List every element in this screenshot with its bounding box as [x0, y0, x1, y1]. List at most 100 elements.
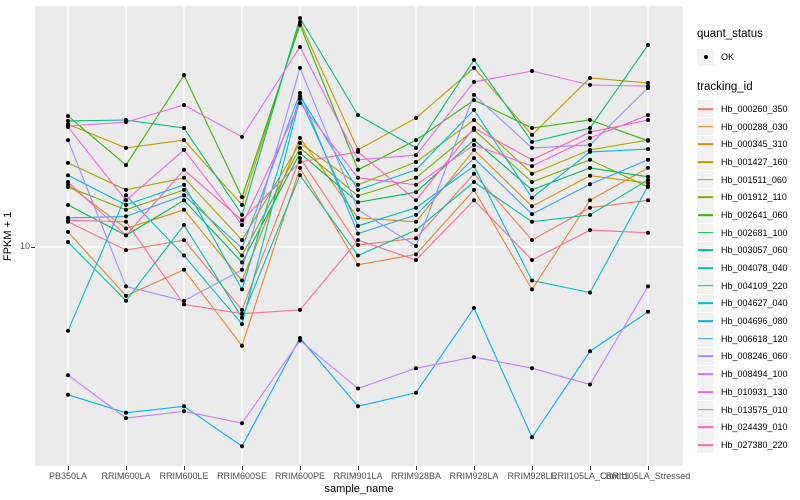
legend-key-swatch: [697, 418, 714, 436]
data-point: [240, 212, 244, 217]
legend-item-Hb_024439_010: Hb_024439_010: [697, 418, 788, 436]
data-point: [66, 138, 70, 143]
x-tick-mark: [184, 466, 185, 470]
data-point: [414, 198, 418, 203]
legend-item-Hb_004109_220: Hb_004109_220: [697, 277, 788, 295]
data-point: [588, 290, 592, 295]
legend-key-line-icon: [698, 161, 713, 163]
legend-item-Hb_001511_060: Hb_001511_060: [697, 171, 788, 189]
data-point: [356, 231, 360, 236]
data-point: [414, 390, 418, 395]
legend-group-quant-status: quant_status OK: [697, 28, 788, 67]
legend-item-label: Hb_013575_010: [721, 404, 788, 415]
data-point: [530, 238, 534, 243]
data-point: [646, 43, 650, 47]
data-point: [530, 187, 534, 192]
legend-item-Hb_001427_160: Hb_001427_160: [697, 153, 788, 171]
data-point: [182, 298, 186, 303]
data-point: [530, 278, 534, 283]
data-point: [240, 287, 244, 292]
data-point: [530, 69, 534, 73]
data-point: [588, 130, 592, 135]
data-point: [298, 91, 302, 95]
data-point: [646, 113, 650, 118]
data-point: [414, 258, 418, 262]
data-point: [298, 173, 302, 178]
legend-item-Hb_004696_080: Hb_004696_080: [697, 312, 788, 330]
data-point: [588, 198, 592, 203]
y-tick-mark: [31, 247, 35, 248]
legend-key-swatch: [697, 224, 714, 242]
legend-key-swatch: [697, 436, 714, 454]
data-point: [124, 187, 128, 192]
legend-key-swatch: [697, 401, 714, 419]
data-point: [66, 218, 70, 223]
data-point: [646, 138, 650, 143]
data-point: [414, 228, 418, 233]
data-point: [124, 198, 128, 203]
data-point: [124, 293, 128, 298]
data-point: [124, 120, 128, 125]
data-point: [646, 174, 650, 179]
data-point: [66, 114, 70, 118]
data-point: [298, 94, 302, 98]
legend-item-Hb_008246_060: Hb_008246_060: [697, 347, 788, 366]
data-point: [240, 307, 244, 312]
data-point: [646, 157, 650, 162]
data-point: [66, 373, 70, 378]
legend-key-swatch: [697, 277, 714, 295]
data-point: [414, 219, 418, 224]
data-point: [356, 386, 360, 391]
legend-item-Hb_001912_110: Hb_001912_110: [697, 188, 788, 206]
data-point: [182, 253, 186, 258]
data-point: [356, 262, 360, 267]
legend-key-swatch: [697, 241, 714, 259]
data-point: [298, 45, 302, 49]
data-point: [124, 202, 128, 207]
legend-key-line-icon: [698, 143, 713, 146]
data-point: [646, 147, 650, 152]
legend-item-label: Hb_002681_100: [721, 227, 788, 238]
x-tick-mark: [300, 466, 301, 470]
data-point: [240, 134, 244, 139]
legend-item-Hb_006618_120: Hb_006618_120: [697, 330, 788, 348]
data-point: [588, 76, 592, 80]
data-point: [414, 153, 418, 158]
legend-item-Hb_002641_060: Hb_002641_060: [697, 206, 788, 224]
data-point: [472, 187, 476, 192]
legend-key-line-icon: [698, 302, 713, 305]
legend-item-label: Hb_004627_040: [721, 298, 788, 309]
legend-key-line-icon: [698, 249, 713, 252]
data-point: [414, 190, 418, 195]
data-point: [298, 20, 302, 25]
data-point: [530, 195, 534, 200]
data-point: [588, 228, 592, 233]
data-point: [472, 98, 476, 103]
data-point: [588, 157, 592, 162]
data-point: [66, 202, 70, 207]
legend-item-label: Hb_000288_030: [721, 121, 788, 132]
data-point: [472, 118, 476, 122]
x-tick-mark: [242, 466, 243, 470]
data-point: [182, 223, 186, 227]
data-point: [588, 83, 592, 87]
legend-item-Hb_000260_350: Hb_000260_350: [697, 100, 788, 118]
data-point: [472, 156, 476, 161]
x-tick-label: RRII105LA_Stressed: [605, 471, 691, 481]
legend-key-swatch: [697, 48, 714, 66]
legend-item-label: Hb_006618_120: [721, 333, 788, 344]
legend-key-line-icon: [698, 444, 713, 446]
data-point: [124, 219, 128, 224]
data-point: [240, 444, 244, 449]
data-point: [356, 404, 360, 409]
data-point: [472, 107, 476, 112]
legend-key-swatch: [697, 188, 714, 206]
data-point: [182, 302, 186, 307]
data-point: [124, 298, 128, 303]
x-tick-label: RRIM928LE: [507, 471, 557, 481]
data-point: [530, 164, 534, 169]
legend-item-label: Hb_001912_110: [721, 192, 787, 203]
data-point: [588, 126, 592, 130]
data-point: [414, 366, 418, 371]
data-point: [472, 171, 476, 176]
